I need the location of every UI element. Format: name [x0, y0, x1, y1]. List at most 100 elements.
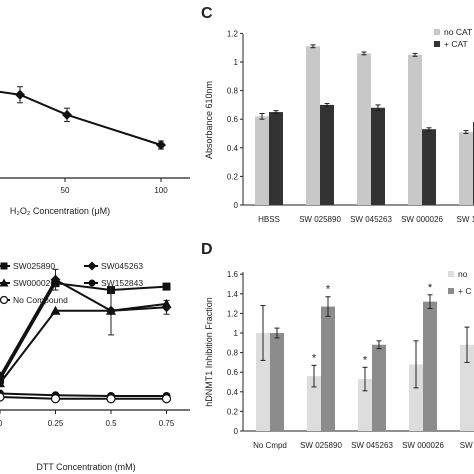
bar-series: * * * *	[256, 282, 474, 431]
bar	[409, 364, 423, 431]
marker-circle	[88, 279, 96, 287]
legend-label: no CAT	[444, 27, 472, 37]
legend-label: SW045263	[101, 261, 143, 271]
x-tick-label: 0.25	[48, 419, 64, 428]
legend-swatch	[448, 288, 454, 294]
bar-series	[255, 44, 474, 205]
marker-diamond	[87, 261, 97, 271]
bar	[459, 132, 473, 205]
series-line	[0, 396, 167, 400]
bar	[408, 54, 422, 205]
marker-diamond	[62, 109, 72, 120]
bar	[371, 107, 385, 205]
line-series	[0, 268, 172, 404]
marker-square	[0, 262, 8, 270]
y-tick-label: 1	[234, 58, 239, 67]
legend-swatch	[448, 271, 454, 277]
series-line	[0, 282, 167, 381]
panel-label: D	[201, 241, 213, 258]
series-line	[0, 302, 167, 384]
bar	[270, 333, 284, 431]
series-line	[0, 392, 167, 397]
y-tick-label: 0.4	[227, 144, 239, 153]
bar	[321, 306, 335, 431]
marker-triangle	[0, 378, 5, 388]
bar	[423, 301, 437, 431]
bar	[256, 333, 270, 431]
y-tick-label: 1.2	[227, 29, 239, 38]
panel-top-left: 50 100 H₂O₂ Concentration (μM)	[0, 86, 190, 216]
legend-label: no	[458, 269, 468, 279]
marker-open-circle	[106, 394, 116, 404]
x-tick-labels: No Cmpd SW 025890 SW 045263 SW 000026 SW 152	[253, 441, 474, 450]
x-axis-label: DTT Concentration (mM)	[36, 462, 135, 472]
y-tick-label: 0.8	[227, 349, 239, 358]
y-tick-label: 0	[234, 427, 239, 436]
x-tick-label: 50	[61, 186, 70, 195]
x-tick-label: 0	[0, 419, 3, 428]
bar	[320, 104, 334, 205]
significance-marker: *	[428, 282, 433, 294]
legend-label: SW025890	[13, 261, 55, 271]
x-tick-label: No Cmpd	[253, 441, 287, 450]
bar	[422, 129, 436, 205]
panel-label: C	[201, 5, 213, 22]
marker-open-circle	[0, 392, 5, 402]
line-series	[0, 86, 166, 150]
y-tick-label: 0.6	[227, 115, 239, 124]
x-axis-label: H₂O₂ Concentration (μM)	[10, 206, 110, 216]
legend: no CAT + CAT	[434, 27, 472, 49]
x-tick-label: 0.5	[105, 419, 117, 428]
panel-bottom-left: 0 0.25 0.5 0.75 DTT Concentration (mM) SW02…	[0, 261, 190, 472]
y-axis-label: hDNMT1 Inhibition Fraction	[204, 297, 214, 407]
y-ticks: 0 0.2 0.4 0.6 0.8 1 1.2 1.4 1.6	[227, 270, 243, 436]
bar	[306, 46, 320, 205]
bar	[269, 112, 283, 205]
y-tick-label: 0.8	[227, 87, 239, 96]
x-tick-labels: HBSS SW 025890 SW 045263 SW 000026 SW 1528	[258, 215, 474, 224]
marker-diamond	[15, 89, 25, 100]
y-tick-label: 1.6	[227, 270, 239, 279]
legend-label: + CAT	[444, 39, 468, 49]
marker-triangle	[161, 298, 172, 308]
bar	[460, 344, 474, 431]
legend-swatch	[434, 41, 440, 47]
x-tick-label: SW 045263	[351, 441, 393, 450]
marker-diamond	[50, 274, 61, 285]
marker-open-circle	[50, 394, 61, 404]
significance-marker: *	[312, 352, 317, 364]
panel-d: D 0 0.2 0.4 0.6 0.8 1 1.2 1.4 1.6 hDNMT1 Inhibit…	[201, 241, 474, 450]
bar	[358, 379, 372, 431]
y-tick-label: 1	[234, 329, 239, 338]
marker-square	[162, 282, 171, 291]
legend-label: No Compound	[13, 295, 68, 305]
y-axis-label: Absorbance 610nm	[204, 81, 214, 159]
significance-marker: *	[326, 284, 331, 296]
x-tick-label: SW 000026	[401, 215, 443, 224]
y-ticks: 0 0.2 0.4 0.6 0.8 1 1.2	[227, 29, 243, 210]
y-tick-label: 0.4	[227, 388, 239, 397]
x-tick-label: 0.75	[159, 419, 175, 428]
y-tick-label: 1.4	[227, 290, 239, 299]
panel-c: C 0 0.2 0.4 0.6 0.8 1 1.2 Absorbance 610nm HBS…	[201, 5, 474, 224]
x-tick-label: SW 025890	[299, 215, 341, 224]
x-ticks: 0 0.25 0.5 0.75	[0, 410, 175, 428]
x-tick-label: SW 045263	[350, 215, 392, 224]
x-tick-label: HBSS	[258, 215, 280, 224]
legend: SW025890 SW045263 SW000026 SW152843 No Compo…	[0, 261, 143, 305]
bar	[307, 376, 321, 431]
marker-triangle	[0, 278, 9, 287]
x-tick-label: SW 152	[460, 441, 474, 450]
series-line	[0, 278, 167, 377]
bar	[357, 53, 371, 205]
marker-open-circle	[0, 295, 9, 305]
legend-label: SW000026	[13, 278, 55, 288]
y-tick-label: 0.2	[227, 172, 239, 181]
marker-diamond	[0, 371, 5, 382]
bar	[372, 344, 386, 431]
x-tick-label: SW 025890	[300, 441, 342, 450]
marker-triangle	[106, 305, 116, 315]
x-tick-label: 100	[154, 186, 168, 195]
series-line	[0, 90, 162, 146]
